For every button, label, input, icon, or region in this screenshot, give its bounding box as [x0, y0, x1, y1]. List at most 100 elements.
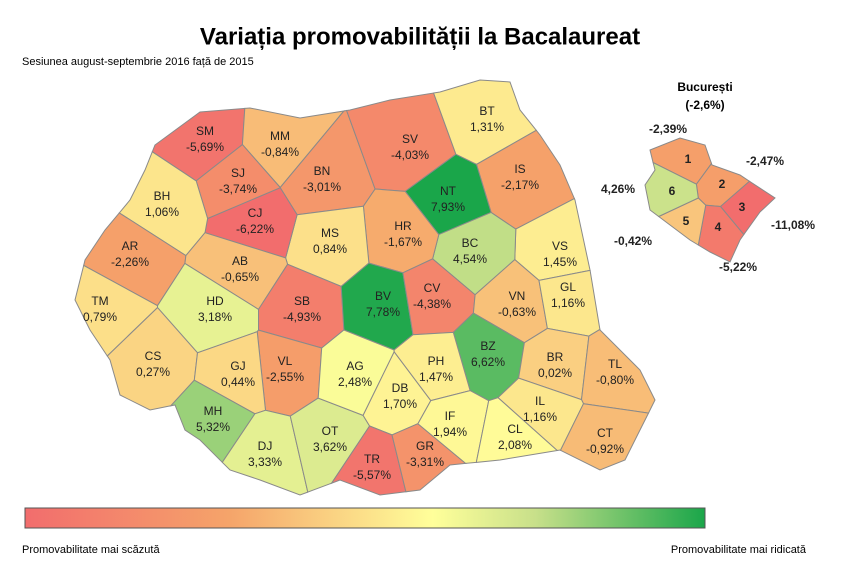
county-code: BR — [547, 350, 564, 364]
county-code: BC — [462, 236, 479, 250]
subtitle: Sesiunea august-septembrie 2016 față de … — [22, 56, 254, 68]
county-value: 0,79% — [83, 310, 117, 324]
county-value: 3,18% — [198, 310, 232, 324]
county-code: AR — [122, 239, 139, 253]
bucharest-name: București — [677, 80, 732, 94]
county — [559, 403, 650, 471]
bucharest-value: (-2,6%) — [685, 98, 724, 112]
county-code: DJ — [258, 439, 273, 453]
county-code: AG — [346, 359, 363, 373]
county-code: CL — [507, 422, 523, 436]
county-code: CS — [145, 349, 162, 363]
county-code: SM — [196, 124, 214, 138]
county-value: -0,92% — [586, 442, 624, 456]
county-code: NT — [440, 184, 457, 198]
county-value: 7,93% — [431, 200, 465, 214]
county-code: IL — [535, 394, 545, 408]
county-code: BZ — [480, 339, 495, 353]
county-code: BH — [154, 189, 171, 203]
county-value: -0,84% — [261, 145, 299, 159]
sector — [644, 161, 699, 218]
county-value: -0,65% — [221, 270, 259, 284]
sector-number: 4 — [715, 220, 722, 234]
county-code: MS — [321, 226, 339, 240]
county-code: SJ — [231, 166, 245, 180]
county-value: 3,62% — [313, 440, 347, 454]
county-value: 1,16% — [551, 296, 585, 310]
county-code: OT — [322, 424, 339, 438]
county-code: BV — [375, 289, 391, 303]
bucharest-inset: 1 -2,39% 2 -2,47% 3 -11,08% 4 -5,22% 5 -0,42% 6 4,2… — [601, 122, 815, 274]
sector-value: -11,08% — [771, 218, 815, 232]
county-value: 1,70% — [383, 397, 417, 411]
county-code: HR — [394, 219, 412, 233]
sector-value: 4,26% — [601, 182, 635, 196]
legend-high: Promovabilitate mai ridicată — [671, 544, 807, 556]
county-code: GJ — [230, 359, 245, 373]
county-value: -0,80% — [596, 373, 634, 387]
county-code: AB — [232, 254, 248, 268]
county-value: -2,17% — [501, 178, 539, 192]
county-value: -4,03% — [391, 148, 429, 162]
sector-number: 6 — [669, 184, 676, 198]
county-code: VS — [552, 239, 568, 253]
county-code: BN — [314, 164, 331, 178]
sector-number: 1 — [685, 152, 692, 166]
county-code: GL — [560, 280, 576, 294]
county-value: 1,47% — [419, 370, 453, 384]
county — [475, 397, 559, 463]
county-code: TR — [364, 452, 380, 466]
title: Variația promovabilității la Bacalaureat — [200, 23, 640, 50]
county-value: 0,02% — [538, 366, 572, 380]
county-code: SV — [402, 132, 418, 146]
county-value: 7,78% — [366, 305, 400, 319]
county-value: -6,22% — [236, 222, 274, 236]
county-value: 6,62% — [471, 355, 505, 369]
county-code: SB — [294, 294, 310, 308]
county-value: -2,55% — [266, 370, 304, 384]
sector-value: -5,22% — [719, 260, 757, 274]
county — [169, 379, 256, 464]
county-value: 1,16% — [523, 410, 557, 424]
county-code: BT — [479, 104, 495, 118]
county-code: DB — [392, 381, 409, 395]
county-code: TL — [608, 357, 622, 371]
county-value: 2,08% — [498, 438, 532, 452]
legend-low: Promovabilitate mai scăzută — [22, 544, 160, 556]
county-code: MH — [204, 404, 223, 418]
county-value: -4,38% — [413, 297, 451, 311]
county-code: VN — [509, 289, 526, 303]
county-code: GR — [416, 439, 434, 453]
county-value: 0,84% — [313, 242, 347, 256]
county-value: 1,06% — [145, 205, 179, 219]
county-code: VL — [278, 354, 293, 368]
sector — [719, 180, 776, 236]
county-value: -2,26% — [111, 255, 149, 269]
county-value: 1,94% — [433, 425, 467, 439]
sector — [697, 204, 745, 263]
county-value: -5,69% — [186, 140, 224, 154]
county-value: 4,54% — [453, 252, 487, 266]
county-value: -3,01% — [303, 180, 341, 194]
county-value: -5,57% — [353, 468, 391, 482]
county-value: 3,33% — [248, 455, 282, 469]
county-value: -1,67% — [384, 235, 422, 249]
county-code: CJ — [248, 206, 263, 220]
sector-value: -0,42% — [614, 234, 652, 248]
county-value: -3,74% — [219, 182, 257, 196]
sector-number: 2 — [719, 177, 726, 191]
county-value: -3,31% — [406, 455, 444, 469]
county-code: CV — [424, 281, 441, 295]
county-value: 1,31% — [470, 120, 504, 134]
legend-gradient — [24, 507, 706, 529]
county — [580, 328, 656, 414]
county-value: 1,45% — [543, 255, 577, 269]
county-value: 0,27% — [136, 365, 170, 379]
county-code: MM — [270, 129, 290, 143]
county-value: 0,44% — [221, 375, 255, 389]
sector-value: -2,47% — [746, 154, 784, 168]
sector-number: 3 — [739, 200, 746, 214]
county-code: PH — [428, 354, 445, 368]
sector-value: -2,39% — [649, 122, 687, 136]
